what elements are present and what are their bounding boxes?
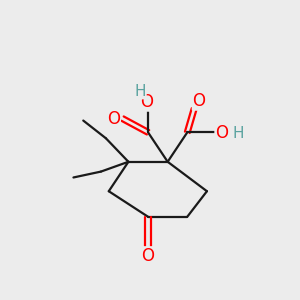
- Text: O: O: [141, 93, 154, 111]
- Text: O: O: [193, 92, 206, 110]
- Text: O: O: [107, 110, 120, 128]
- Text: H: H: [232, 126, 244, 141]
- Text: H: H: [134, 84, 146, 99]
- Text: O: O: [215, 124, 228, 142]
- Text: O: O: [142, 247, 154, 265]
